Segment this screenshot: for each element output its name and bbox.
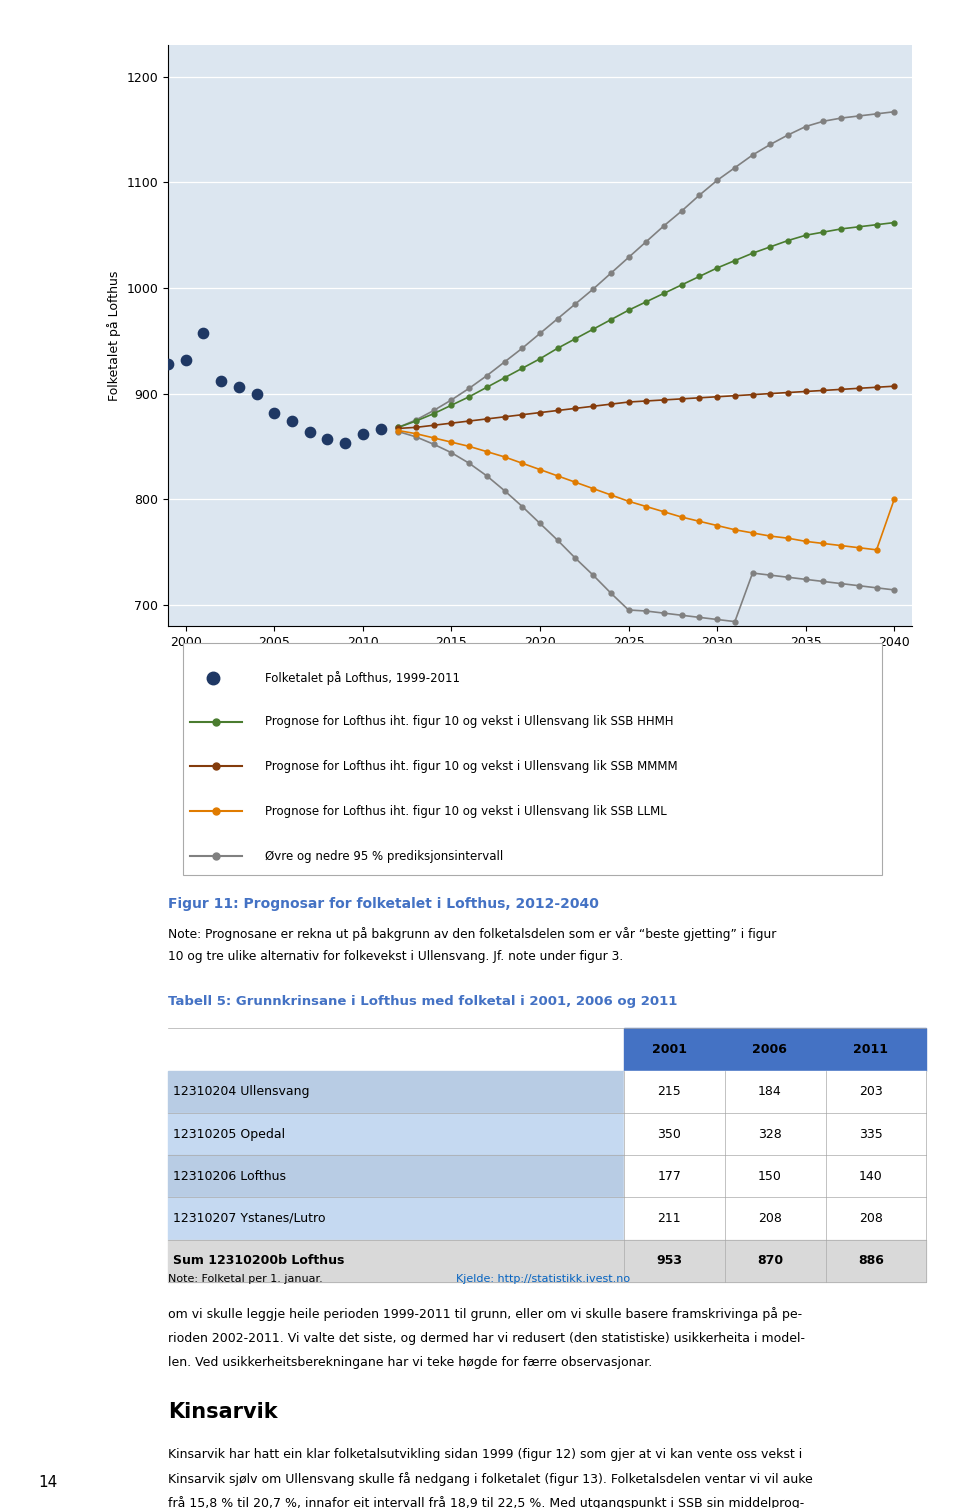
Point: [320, 427, 335, 451]
Text: frå 15,8 % til 20,7 %, innafor eit intervall frå 18,9 til 22,5 %. Med utgangspun: frå 15,8 % til 20,7 %, innafor eit inter…: [168, 1496, 804, 1508]
Text: 2001: 2001: [652, 1044, 686, 1056]
Text: Kinsarvik sjølv om Ullensvang skulle få nedgang i folketalet (figur 13). Folketa: Kinsarvik sjølv om Ullensvang skulle få …: [168, 1472, 813, 1485]
Point: [284, 409, 300, 433]
Text: Prognose for Lofthus iht. figur 10 og vekst i Ullensvang lik SSB MMMM: Prognose for Lofthus iht. figur 10 og ve…: [265, 760, 678, 774]
Text: Kinsarvik har hatt ein klar folketalsutvikling sidan 1999 (figur 12) som gjer at: Kinsarvik har hatt ein klar folketalsutv…: [168, 1448, 803, 1461]
Text: Kjelde: http://statistikk.ivest.no: Kjelde: http://statistikk.ivest.no: [456, 1274, 630, 1285]
Text: Tabell 5: Grunnkrinsane i Lofthus med folketal i 2001, 2006 og 2011: Tabell 5: Grunnkrinsane i Lofthus med fo…: [168, 995, 678, 1009]
Text: 2011: 2011: [853, 1044, 888, 1056]
Text: 10 og tre ulike alternativ for folkevekst i Ullensvang. Jf. note under figur 3.: 10 og tre ulike alternativ for folkeveks…: [168, 950, 623, 964]
Point: [196, 321, 211, 345]
Y-axis label: Folketalet på Lofthus: Folketalet på Lofthus: [107, 270, 121, 401]
Text: 208: 208: [859, 1212, 882, 1224]
Point: [338, 431, 353, 455]
Text: len. Ved usikkerheitsberekningane har vi teke høgde for færre observasjonar.: len. Ved usikkerheitsberekningane har vi…: [168, 1356, 652, 1369]
Point: [302, 419, 318, 443]
Text: 150: 150: [758, 1170, 781, 1182]
Point: [160, 351, 176, 375]
Point: [355, 422, 371, 446]
Text: 203: 203: [859, 1086, 882, 1098]
Point: [267, 401, 282, 425]
Text: Sum 12310200b Lofthus: Sum 12310200b Lofthus: [173, 1255, 345, 1267]
Point: [178, 348, 193, 372]
Point: [213, 369, 228, 394]
Text: 215: 215: [658, 1086, 681, 1098]
Text: 12310204 Ullensvang: 12310204 Ullensvang: [173, 1086, 309, 1098]
Text: 14: 14: [38, 1475, 58, 1490]
Text: 177: 177: [658, 1170, 681, 1182]
FancyBboxPatch shape: [182, 644, 882, 875]
Text: Folketalet på Lofthus, 1999-2011: Folketalet på Lofthus, 1999-2011: [265, 671, 460, 685]
Point: [372, 418, 388, 442]
Text: Note: Folketal per 1. januar.: Note: Folketal per 1. januar.: [168, 1274, 323, 1285]
Text: 328: 328: [758, 1128, 781, 1140]
Text: 12310205 Opedal: 12310205 Opedal: [173, 1128, 285, 1140]
Text: 184: 184: [758, 1086, 781, 1098]
Text: 12310206 Lofthus: 12310206 Lofthus: [173, 1170, 286, 1182]
Text: om vi skulle leggje heile perioden 1999-2011 til grunn, eller om vi skulle baser: om vi skulle leggje heile perioden 1999-…: [168, 1307, 803, 1321]
Text: 350: 350: [658, 1128, 681, 1140]
Text: Figur 11: Prognosar for folketalet i Lofthus, 2012-2040: Figur 11: Prognosar for folketalet i Lof…: [168, 897, 599, 911]
Text: Prognose for Lofthus iht. figur 10 og vekst i Ullensvang lik SSB LLML: Prognose for Lofthus iht. figur 10 og ve…: [265, 805, 666, 817]
Text: 953: 953: [656, 1255, 683, 1267]
Text: 870: 870: [756, 1255, 783, 1267]
Text: 2006: 2006: [753, 1044, 787, 1056]
Text: rioden 2002-2011. Vi valte det siste, og dermed har vi redusert (den statistiske: rioden 2002-2011. Vi valte det siste, og…: [168, 1332, 805, 1345]
Point: [249, 382, 264, 406]
Text: 886: 886: [858, 1255, 883, 1267]
Text: Kinsarvik: Kinsarvik: [168, 1402, 277, 1422]
Text: 12310207 Ystanes/Lutro: 12310207 Ystanes/Lutro: [173, 1212, 325, 1224]
Text: Prognose for Lofthus iht. figur 10 og vekst i Ullensvang lik SSB HHMH: Prognose for Lofthus iht. figur 10 og ve…: [265, 715, 673, 728]
Point: [231, 375, 247, 400]
Text: Note: Prognosane er rekna ut på bakgrunn av den folketalsdelen som er vår “beste: Note: Prognosane er rekna ut på bakgrunn…: [168, 927, 777, 941]
Text: Øvre og nedre 95 % prediksjonsintervall: Øvre og nedre 95 % prediksjonsintervall: [265, 849, 503, 863]
Text: 211: 211: [658, 1212, 681, 1224]
Text: 140: 140: [859, 1170, 882, 1182]
Text: 208: 208: [758, 1212, 781, 1224]
Text: 335: 335: [859, 1128, 882, 1140]
